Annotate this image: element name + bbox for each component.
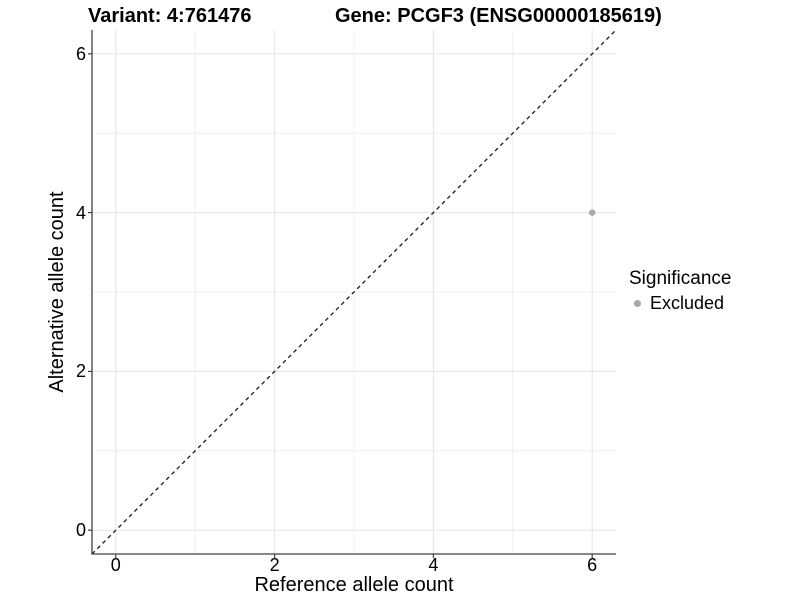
legend-title: Significance	[629, 268, 732, 289]
x-tick-label: 0	[110, 555, 121, 575]
x-tick-label: 2	[269, 555, 280, 575]
y-tick-label: 2	[75, 361, 86, 382]
gene-title: Gene: PCGF3 (ENSG00000185619)	[335, 5, 662, 27]
y-axis-title: Alternative allele count	[46, 191, 68, 393]
x-axis-title: Reference allele count	[254, 574, 454, 596]
legend-entry-excluded: Excluded	[629, 292, 731, 314]
legend-point-icon	[634, 299, 641, 307]
y-tick-label: 4	[75, 202, 86, 223]
x-tick-label: 4	[428, 555, 439, 575]
legend-entry-label: Excluded	[650, 293, 725, 313]
x-tick-label: 6	[587, 555, 598, 575]
variant-title: Variant: 4:761476	[88, 5, 252, 27]
data-point	[588, 209, 596, 216]
legend: Significance Excluded	[629, 268, 731, 314]
y-tick-label: 0	[75, 520, 86, 541]
identity-dashed-line	[91, 29, 617, 555]
y-tick-label: 6	[75, 43, 86, 64]
